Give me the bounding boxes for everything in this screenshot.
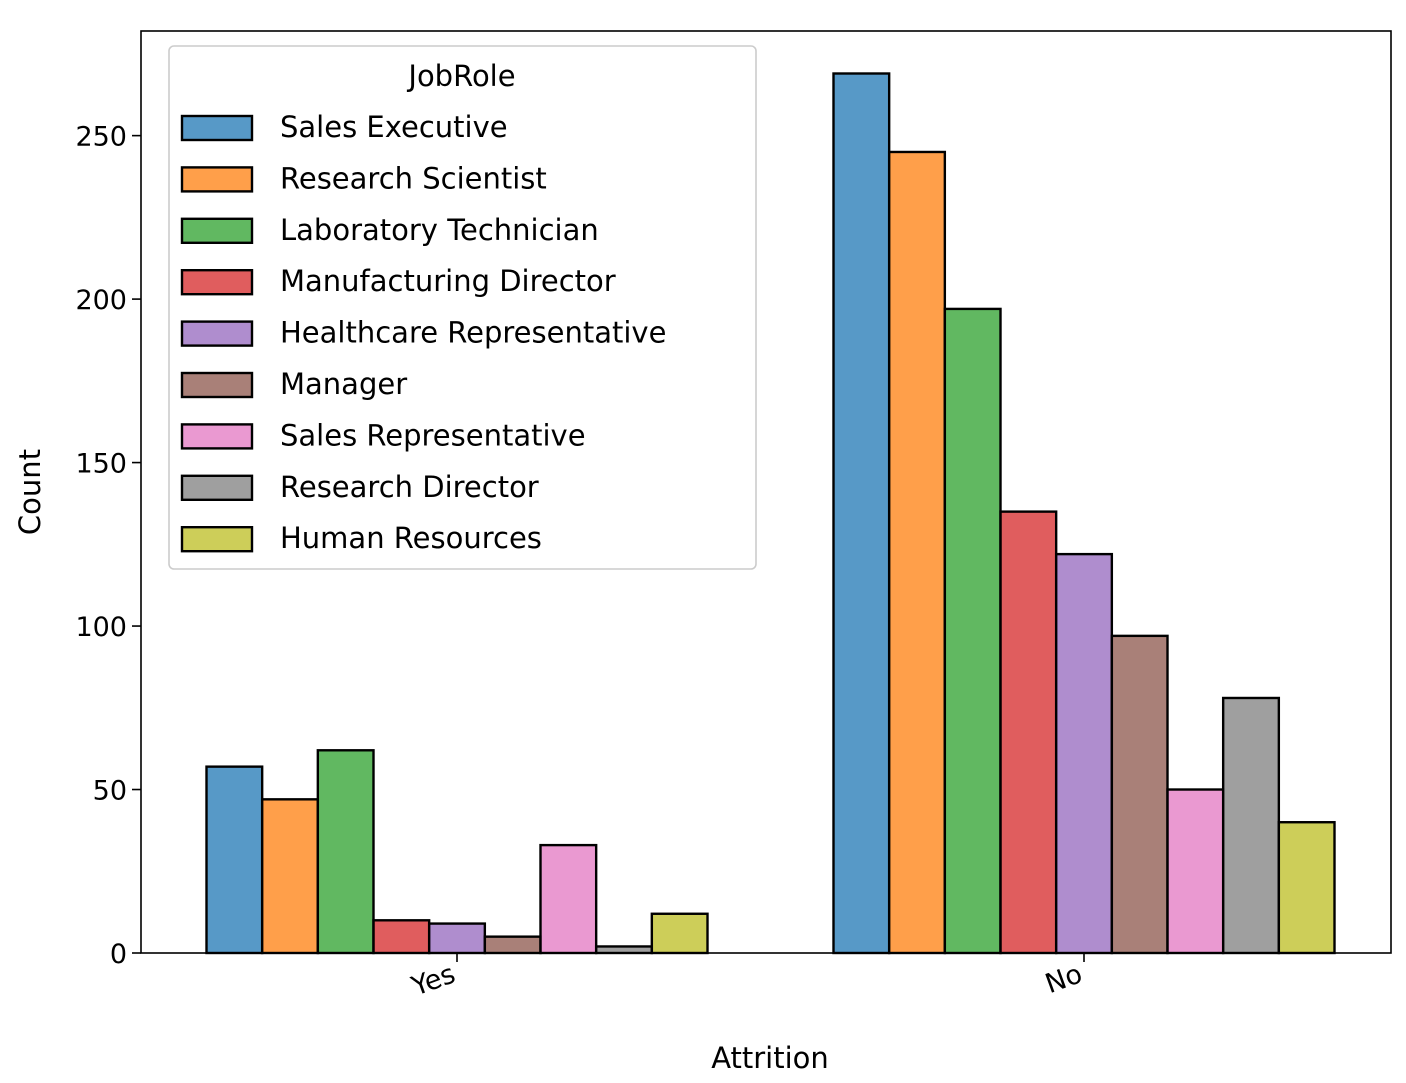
x-axis-label: Attrition [711,1041,829,1075]
y-tick-label-100: 100 [75,612,127,643]
legend: JobRole Sales Executive Research Scientis… [168,45,757,570]
y-tick-label-0: 0 [110,939,127,970]
bar-no-manager [1110,634,1169,955]
bar-no-research-scientist [887,150,947,955]
legend-label-research-director: Research Director [280,470,539,504]
bar-no-research-director [1221,696,1281,955]
bar-yes-human-resources [650,912,709,955]
bar-no-human-resources [1277,821,1336,955]
bar-yes-manager [483,935,542,955]
x-axis: Yes No [407,953,1086,1003]
bar-no-laboratory-technician [943,307,1002,955]
y-axis-label: Count [13,449,47,535]
bar-no-manufacturing-director [999,510,1058,955]
bar-yes-healthcare-representative [427,922,487,955]
bar-yes-sales-executive [205,765,264,955]
legend-label-manager: Manager [280,367,407,401]
bar-yes-manufacturing-director [372,919,431,955]
legend-swatch-sales-representative [180,423,254,450]
legend-label-sales-executive: Sales Executive [280,110,508,144]
x-tick-label-no: No [1041,958,1086,1000]
legend-swatch-healthcare-representative [180,320,254,347]
bar-yes-sales-representative [539,843,598,955]
legend-label-manufacturing-director: Manufacturing Director [280,264,616,298]
legend-label-sales-representative: Sales Representative [280,418,586,452]
bar-no-sales-representative [1166,788,1225,955]
legend-label-human-resources: Human Resources [280,521,542,555]
legend-items: Sales Executive Research Scientist Laborat… [180,110,666,555]
bar-yes-research-scientist [260,798,320,955]
y-tick-label-50: 50 [93,776,127,807]
y-tick-label-200: 200 [75,285,127,316]
legend-swatch-manager [180,371,254,399]
legend-swatch-research-director [180,474,254,501]
bar-yes-laboratory-technician [316,749,375,955]
y-tick-label-150: 150 [75,449,127,480]
legend-swatch-human-resources [180,526,254,553]
legend-swatch-laboratory-technician [180,217,254,245]
legend-label-healthcare-representative: Healthcare Representative [280,316,666,350]
plot-frame [140,30,1392,954]
legend-label-research-scientist: Research Scientist [280,161,547,195]
bar-no-healthcare-representative [1054,552,1114,955]
bar-no-sales-executive [832,72,891,955]
bar-yes-research-director [594,945,654,955]
legend-title: JobRole [406,59,515,93]
legend-swatch-research-scientist [180,166,254,193]
legend-frame [168,45,757,570]
legend-swatch-sales-executive [180,114,254,142]
x-tick-label-yes: Yes [407,958,460,1002]
legend-label-laboratory-technician: Laboratory Technician [280,213,599,247]
y-tick-label-250: 250 [75,122,127,153]
y-axis: 0 50 100 150 200 250 [75,122,141,970]
bars-layer [205,72,1336,955]
legend-swatch-manufacturing-director [180,269,254,296]
